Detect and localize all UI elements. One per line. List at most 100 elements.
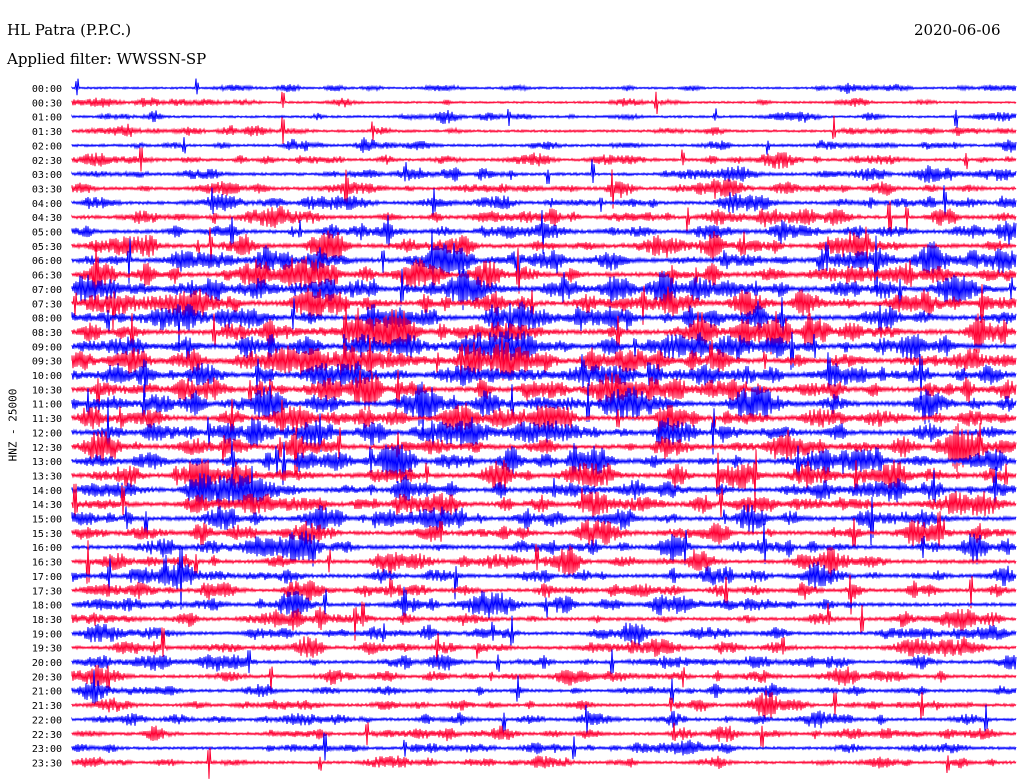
seismic-trace [71,747,1017,779]
seismic-trace [71,449,1017,506]
row-time-label: 15:30 [32,529,62,540]
row-time-label: 18:00 [32,601,62,612]
seismic-trace [71,230,1017,295]
row-time-label: 08:00 [32,314,62,325]
seismic-trace [71,403,1017,455]
row-time-label: 20:30 [32,672,62,683]
row-time-label: 17:00 [32,572,62,583]
seismic-trace [71,627,1017,667]
row-time-label: 16:30 [32,558,62,569]
seismic-trace [71,284,1017,330]
row-time-label: 15:00 [32,515,62,526]
row-time-label: 14:30 [32,500,62,511]
seismic-trace [71,337,1017,381]
seismic-trace [71,297,1017,348]
seismic-trace [71,441,1017,486]
seismic-trace [71,540,1017,584]
seismic-trace [71,690,1017,720]
seismic-trace [71,615,1017,646]
row-time-label: 19:00 [32,629,62,640]
row-time-label: 13:30 [32,471,62,482]
seismic-trace [71,137,1017,155]
row-time-label: 05:30 [32,242,62,253]
row-time-label: 19:30 [32,644,62,655]
row-time-label: 11:00 [32,400,62,411]
row-time-label: 20:00 [32,658,62,669]
row-time-label: 11:30 [32,414,62,425]
row-time-label: 07:30 [32,299,62,310]
seismic-trace [71,381,1017,436]
seismic-trace [71,242,1017,304]
seismic-trace [71,369,1017,413]
row-time-label: 00:00 [32,84,62,95]
row-time-label: 21:00 [32,687,62,698]
row-time-label: 12:00 [32,428,62,439]
row-time-label: 08:30 [32,328,62,339]
row-time-label: 17:30 [32,586,62,597]
seismic-trace [71,649,1017,675]
row-time-label: 04:30 [32,213,62,224]
row-time-label: 04:00 [32,199,62,210]
seismic-trace [71,664,1017,694]
filter-label: Applied filter: WWSSN-SP [7,50,207,68]
seismic-trace [71,496,1017,546]
row-time-label: 01:00 [32,113,62,124]
row-time-label: 03:30 [32,184,62,195]
seismic-trace [71,108,1017,128]
row-time-label: 09:00 [32,342,62,353]
row-time-label: 10:30 [32,385,62,396]
row-time-label: 22:30 [32,730,62,741]
seismic-trace [71,704,1017,735]
row-time-label: 00:30 [32,98,62,109]
row-time-label: 21:30 [32,701,62,712]
seismic-trace [71,574,1017,615]
row-time-label: 18:30 [32,615,62,626]
row-time-label: 01:30 [32,127,62,138]
date-label: 2020-06-06 [914,21,1001,39]
row-time-label: 03:00 [32,170,62,181]
seismic-trace [71,423,1017,480]
row-time-label: 13:00 [32,457,62,468]
seismic-trace [71,465,1017,512]
seismic-trace [71,523,1017,567]
row-time-label: 23:30 [32,758,62,769]
row-time-label: 14:00 [32,486,62,497]
row-time-label: 22:00 [32,715,62,726]
row-time-label: 07:00 [32,285,62,296]
row-time-label: 12:30 [32,443,62,454]
seismic-trace [71,268,1017,311]
row-time-label: 02:00 [32,141,62,152]
seismic-trace [71,330,1017,374]
seismic-trace [71,670,1017,705]
station-title: HL Patra (P.P.C.) [7,21,132,39]
seismic-trace [71,226,1017,268]
seismic-trace [71,732,1017,761]
seismic-trace [71,159,1017,185]
seismic-trace [71,398,1017,439]
seismic-trace [71,185,1017,217]
seismic-trace [71,304,1017,358]
seismic-trace [71,115,1017,144]
row-time-label: 09:30 [32,357,62,368]
row-time-label: 10:00 [32,371,62,382]
seismic-trace [71,210,1017,254]
seismic-trace [71,545,1017,610]
row-time-label: 05:00 [32,228,62,239]
seismic-trace [71,483,1017,518]
seismic-trace [71,586,1017,619]
row-time-label: 23:00 [32,744,62,755]
seismic-trace [71,722,1017,748]
row-time-label: 02:30 [32,156,62,167]
seismic-trace [71,91,1017,115]
seismic-trace [71,352,1017,400]
row-time-label: 06:30 [32,271,62,282]
seismic-trace [71,169,1017,209]
seismic-trace [71,201,1017,235]
row-time-label: 16:00 [32,543,62,554]
seismic-trace [71,147,1017,172]
row-time-label: 06:00 [32,256,62,267]
seismic-trace [71,78,1017,96]
seismic-trace [71,601,1017,641]
seismic-trace [71,511,1017,550]
